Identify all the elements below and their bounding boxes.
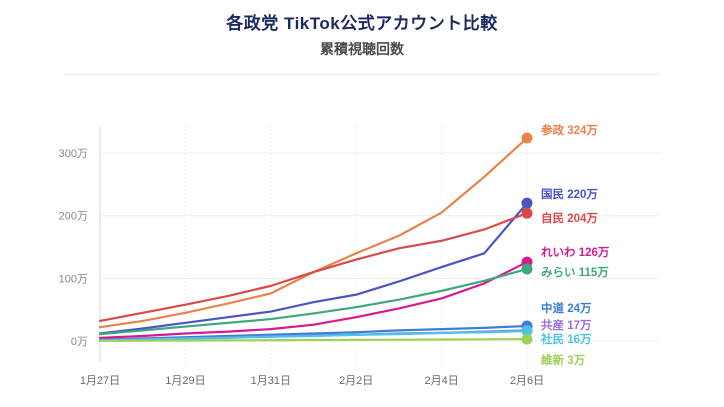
x-tick-label: 1月31日 [251,375,291,387]
title-block: 各政党 TikTok公式アカウント比較 累積視聴回数 [0,12,724,60]
legend-item-中道: 中道 24万 [541,302,592,315]
y-axis-tick-labels: 0万 100万 200万 300万 [59,148,88,348]
chart-subtitle: 累積視聴回数 [320,41,404,57]
series-lines [98,136,529,342]
x-tick-label: 1月29日 [165,375,205,387]
y-tick-label: 0万 [71,336,88,348]
x-axis-tick-labels: 1月27日 1月29日 1月31日 2月2日 2月4日 2月6日 [80,375,544,387]
legend-item-共産: 共産 17万 [541,320,592,333]
legend-item-国民: 国民 220万 [541,189,598,202]
legend-item-社民: 社民 16万 [541,333,592,346]
series-end-markers [521,132,533,345]
page-title: 各政党 TikTok公式アカウント比較 [226,14,498,33]
x-tick-label: 1月27日 [80,375,120,387]
x-tick-label: 2月6日 [510,375,544,387]
x-tick-label: 2月2日 [339,375,373,387]
legend-item-みらい: みらい 115万 [541,266,609,279]
x-tick-label: 2月4日 [424,375,458,387]
legend-item-参政: 参政 324万 [541,125,598,138]
y-tick-label: 200万 [59,211,88,223]
legend-item-自民: 自民 204万 [541,213,598,226]
legend-item-れいわ: れいわ 126万 [541,247,610,260]
y-tick-label: 100万 [59,273,88,285]
header-divider [64,74,660,75]
legend-item-維新: 維新 3万 [541,355,586,368]
y-tick-label: 300万 [59,148,88,160]
